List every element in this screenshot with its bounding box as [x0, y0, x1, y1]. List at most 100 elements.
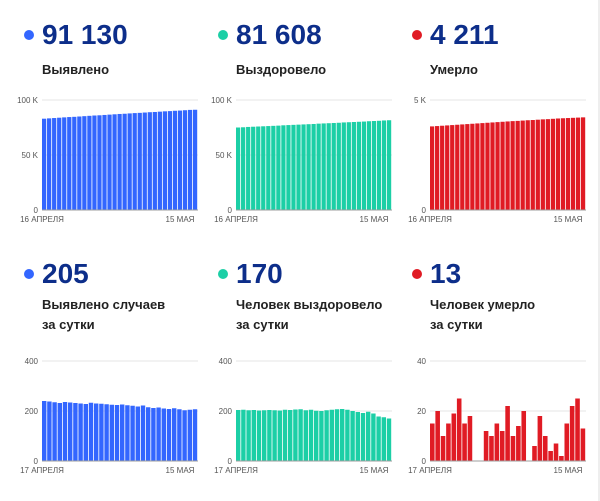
y-tick-label: 400 [219, 357, 233, 366]
bar [355, 412, 360, 461]
chart-recovered: 0 50 K 100 K 16 АПРЕЛЯ 15 МАЯ [211, 96, 392, 224]
status-dot-icon [218, 269, 228, 279]
bar [489, 436, 494, 461]
bar [467, 416, 473, 461]
x-tick-label-end: 15 МАЯ [360, 466, 389, 475]
total-value: 4 211 [430, 19, 499, 50]
bar [485, 122, 490, 210]
y-tick-label: 0 [34, 206, 39, 215]
bar [62, 402, 68, 461]
bar [102, 114, 107, 210]
bar [475, 123, 480, 210]
total-value: 91 130 [42, 19, 128, 50]
y-tick-label: 100 K [211, 96, 233, 105]
status-dot-icon [412, 30, 422, 40]
bar [366, 411, 371, 461]
bar [251, 126, 256, 210]
bar [440, 125, 445, 210]
bar [308, 409, 314, 461]
bar [381, 120, 387, 210]
bar [192, 109, 198, 210]
bar [291, 124, 296, 210]
bar [435, 126, 440, 210]
bar [580, 117, 586, 210]
right-edge-divider [598, 0, 600, 501]
y-tick-label: 0 [228, 457, 233, 466]
x-tick-label-end: 15 МАЯ [554, 215, 583, 224]
daily-value: 170 [236, 258, 283, 289]
status-dot-icon [24, 30, 34, 40]
bar [371, 121, 377, 210]
y-tick-label: 5 K [414, 96, 427, 105]
bar [450, 125, 455, 210]
bar [272, 410, 277, 461]
bar [515, 120, 520, 210]
bar [316, 123, 321, 210]
bar [440, 436, 446, 461]
y-tick-label: 0 [422, 457, 427, 466]
y-tick-label: 20 [417, 407, 426, 416]
bar [521, 411, 527, 461]
bar [499, 431, 505, 461]
bar [564, 423, 570, 461]
panel-daily-recovered: 170 Человек выздоровело за сутки 0 200 400… [214, 257, 394, 477]
bar [187, 409, 192, 461]
bar [386, 418, 392, 461]
bar [246, 126, 251, 210]
bar [326, 123, 331, 210]
bar [495, 122, 500, 210]
bar [262, 410, 267, 461]
bar [109, 404, 114, 461]
bar [182, 410, 187, 461]
bar [451, 413, 457, 461]
bar [465, 124, 470, 210]
bar [271, 125, 276, 210]
bar [87, 115, 92, 210]
bar [540, 119, 545, 210]
bar [341, 122, 346, 210]
bar [532, 446, 537, 461]
bar [350, 411, 355, 461]
bar [107, 114, 112, 210]
bar [446, 423, 451, 461]
bar [569, 406, 575, 461]
x-tick-label-start: 16 АПРЕЛЯ [20, 215, 64, 224]
bar [68, 402, 73, 461]
bar [57, 403, 62, 461]
bar [345, 409, 350, 461]
bar [490, 122, 495, 210]
bar [334, 409, 340, 461]
bar [575, 117, 581, 210]
bar [266, 126, 271, 210]
bar [92, 115, 97, 210]
bar [117, 113, 122, 210]
bar [321, 123, 326, 210]
y-tick-label: 400 [25, 357, 39, 366]
y-tick-label: 40 [417, 357, 426, 366]
bar [281, 125, 286, 210]
bar [151, 408, 156, 461]
bar [236, 127, 241, 210]
bar [42, 401, 47, 461]
bar [550, 118, 556, 210]
y-tick-label: 100 K [17, 96, 39, 105]
bar [530, 120, 535, 210]
bar [47, 401, 52, 461]
bar [251, 410, 256, 461]
bar [261, 126, 266, 210]
bar [324, 410, 329, 461]
bar [456, 398, 462, 461]
bar [112, 114, 117, 210]
metric-label: Человек умерло [430, 297, 536, 312]
bar [72, 116, 77, 210]
y-tick-label: 200 [25, 407, 39, 416]
bar [146, 407, 151, 461]
panel-daily-confirmed: 205 Выявлено случаев за сутки 0 200 400 17 … [20, 257, 200, 477]
bar [246, 410, 251, 461]
bar [430, 126, 435, 210]
bar [140, 405, 146, 461]
bar [329, 409, 334, 461]
x-tick-label-end: 15 МАЯ [166, 215, 195, 224]
bar [152, 111, 157, 210]
bar [67, 117, 72, 210]
